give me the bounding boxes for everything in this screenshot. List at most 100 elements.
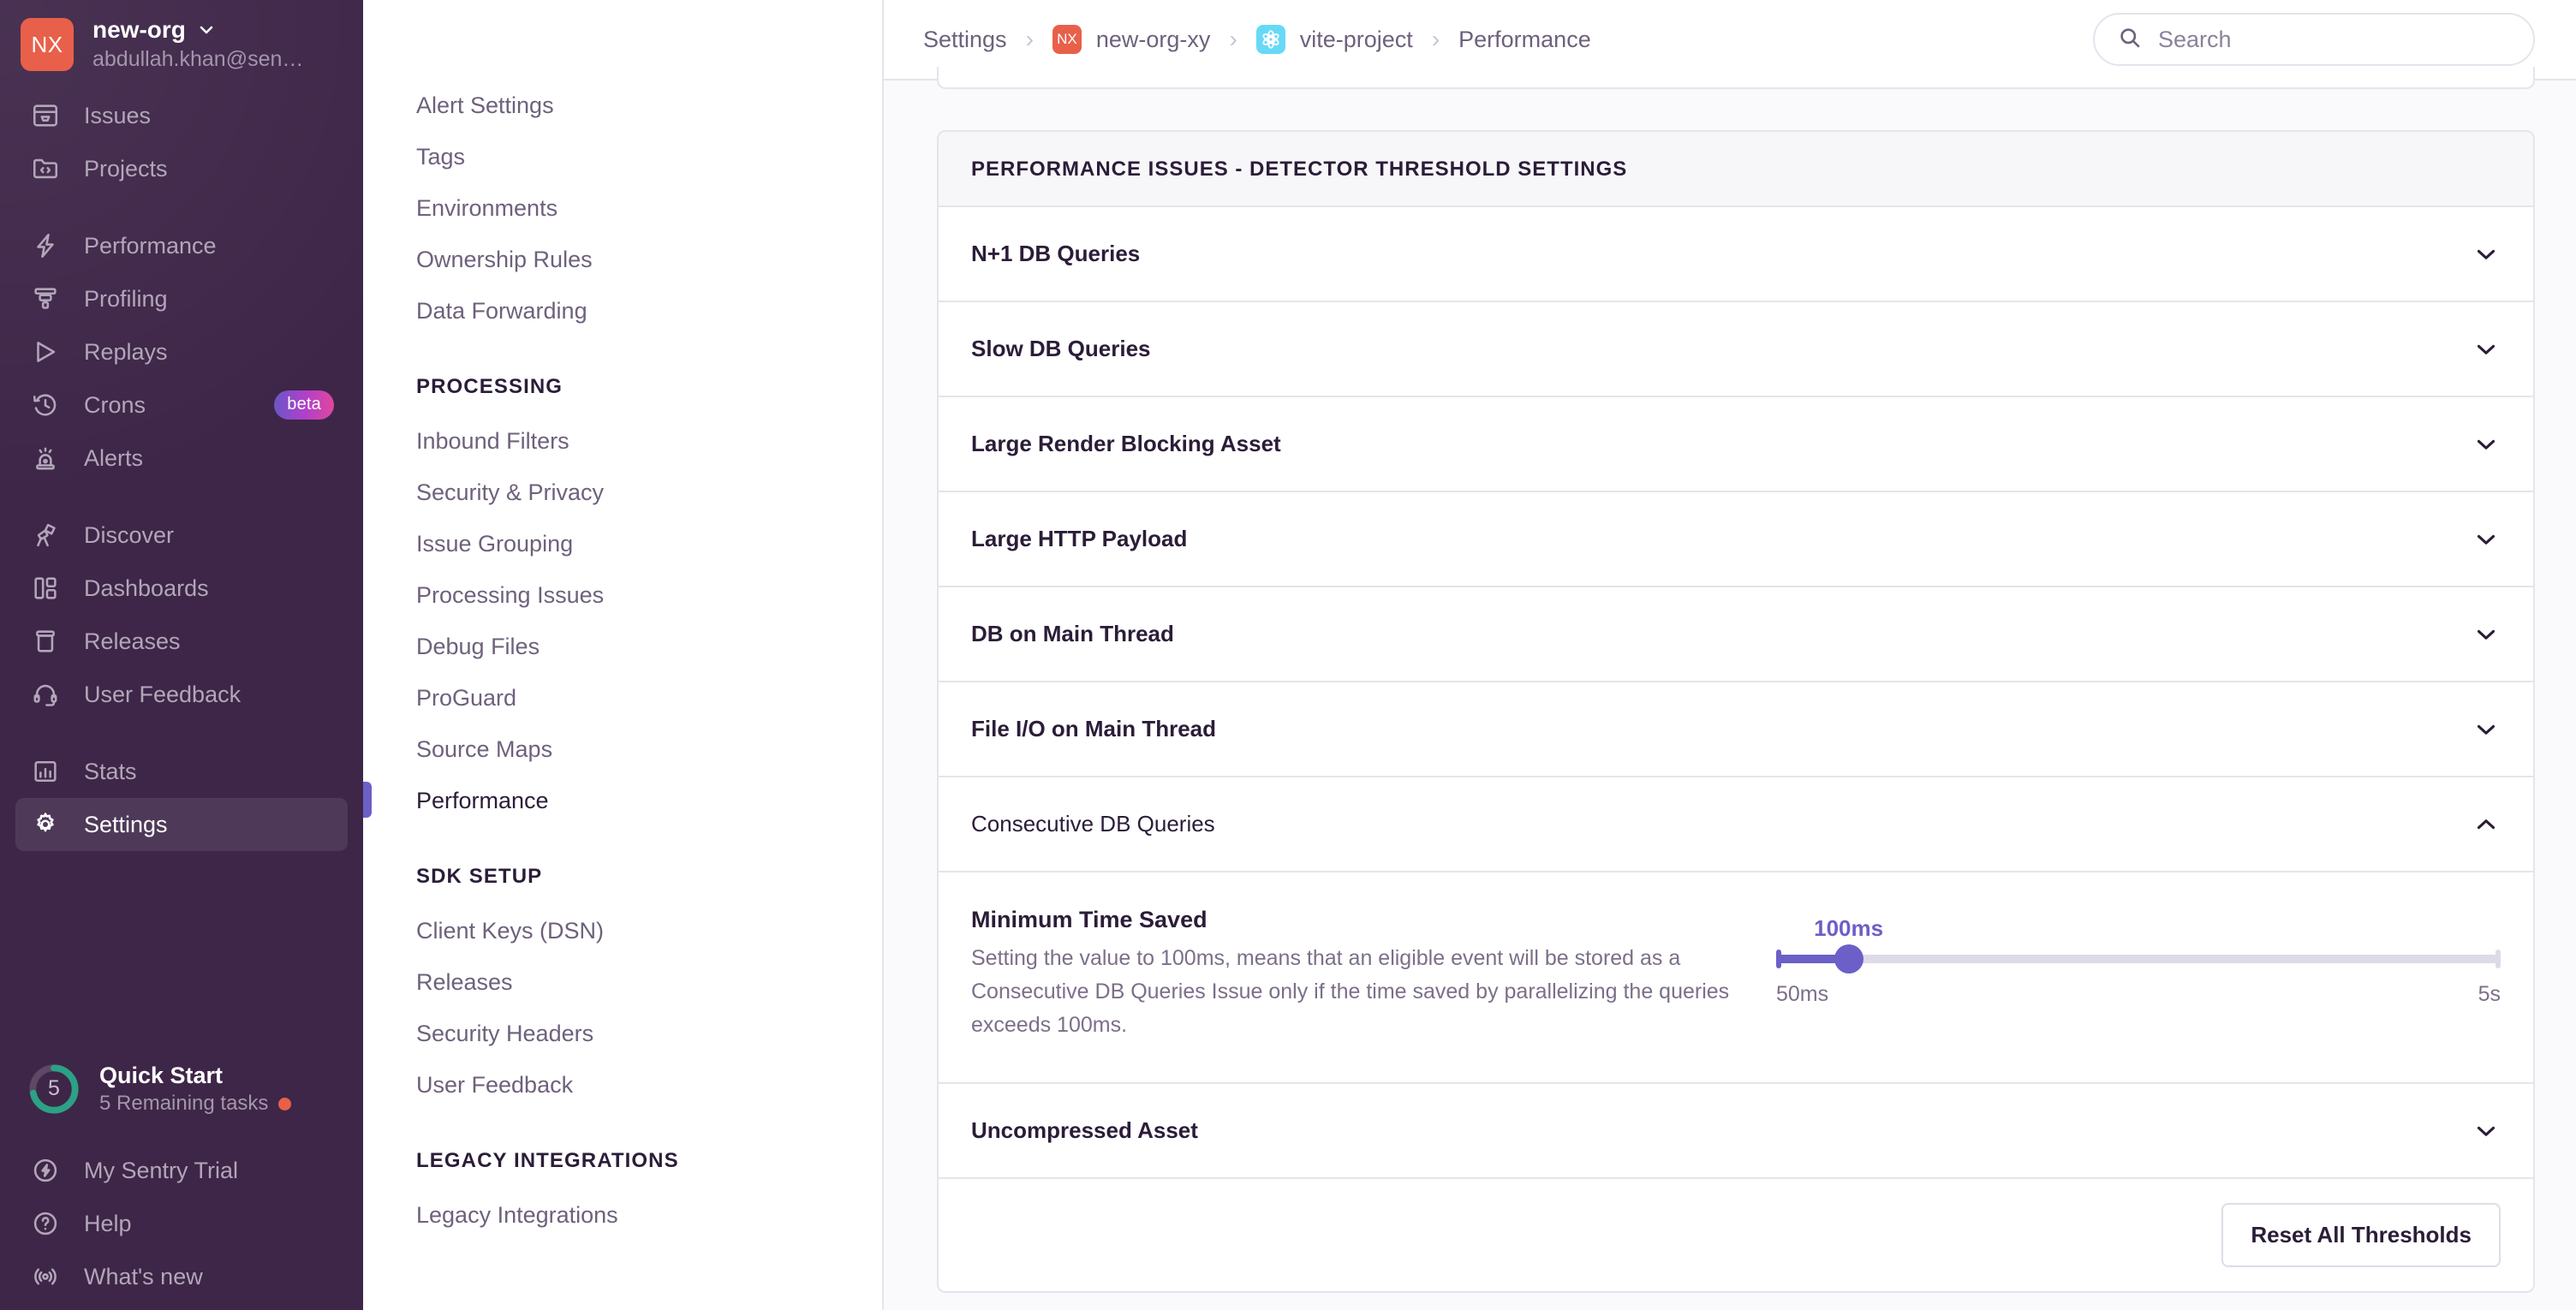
reset-all-thresholds-button[interactable]: Reset All Thresholds <box>2221 1203 2501 1268</box>
detector-label: Consecutive DB Queries <box>971 811 1215 837</box>
quick-start-widget[interactable]: 5 Quick Start 5 Remaining tasks <box>0 1053 363 1122</box>
sidebar-item-replays[interactable]: Replays <box>15 325 348 378</box>
detector-row-slow-db-queries[interactable]: Slow DB Queries <box>939 302 2533 397</box>
detector-row-file-io-on-main-thread[interactable]: File I/O on Main Thread <box>939 682 2533 777</box>
quick-start-title: Quick Start <box>99 1062 224 1088</box>
slider-thumb[interactable] <box>1834 944 1863 974</box>
progress-ring-value: 5 <box>48 1076 60 1101</box>
sidebar-item-my-sentry-trial[interactable]: My Sentry Trial <box>15 1144 348 1197</box>
sidebar-item-dashboards[interactable]: Dashboards <box>15 562 348 615</box>
sidebar-item-label: Dashboards <box>84 575 209 601</box>
slider-fill <box>1776 955 1849 963</box>
slider-track[interactable] <box>1776 944 2501 974</box>
question-circle-icon <box>29 1207 62 1240</box>
sidebar-item-help[interactable]: Help <box>15 1197 348 1250</box>
subnav-item-legacy-integrations[interactable]: Legacy Integrations <box>416 1202 618 1228</box>
issues-icon <box>29 99 62 132</box>
headset-icon <box>29 678 62 711</box>
settings-content: PERFORMANCE ISSUES - DETECTOR THRESHOLD … <box>884 67 2576 1294</box>
sidebar-item-stats[interactable]: Stats <box>15 745 348 798</box>
subnav-item-tags[interactable]: Tags <box>416 144 466 170</box>
subnav-item-releases[interactable]: Releases <box>416 969 513 995</box>
org-dropdown[interactable]: NX new-org abdullah.khan@sen… <box>0 0 363 89</box>
detector-row-uncompressed-asset[interactable]: Uncompressed Asset <box>939 1084 2533 1180</box>
subnav-item-client-keys[interactable]: Client Keys (DSN) <box>416 918 605 944</box>
subnav-item-data-forwarding[interactable]: Data Forwarding <box>416 298 587 324</box>
sidebar-item-projects[interactable]: Projects <box>15 142 348 195</box>
subnav-item-proguard[interactable]: ProGuard <box>416 685 517 711</box>
nav-group-primary: Issues Projects <box>0 89 363 195</box>
sidebar-item-issues[interactable]: Issues <box>15 89 348 142</box>
minimum-time-saved-slider[interactable]: 100ms 50ms 5s <box>1776 915 2501 1007</box>
detector-row-db-on-main-thread[interactable]: DB on Main Thread <box>939 587 2533 682</box>
subnav-heading-processing: PROCESSING <box>416 375 564 398</box>
sidebar-item-crons[interactable]: Crons beta <box>15 378 348 432</box>
broadcast-icon <box>29 1260 62 1293</box>
subnav-item-inbound-filters[interactable]: Inbound Filters <box>416 428 569 454</box>
subnav-item-user-feedback[interactable]: User Feedback <box>416 1072 574 1098</box>
search-box[interactable] <box>2093 13 2535 66</box>
quick-start-subtitle: 5 Remaining tasks <box>99 1092 269 1116</box>
breadcrumb-item-org[interactable]: NX new-org-xy <box>1052 25 1210 54</box>
chevron-down-icon[interactable] <box>2472 1116 2501 1146</box>
breadcrumb-item-settings[interactable]: Settings <box>923 27 1007 53</box>
subnav-item-ownership-rules[interactable]: Ownership Rules <box>416 247 593 272</box>
sidebar-item-discover[interactable]: Discover <box>15 509 348 562</box>
chevron-down-icon[interactable] <box>2472 335 2501 364</box>
detector-label: Uncompressed Asset <box>971 1117 1198 1144</box>
telescope-icon <box>29 519 62 551</box>
chevron-up-icon[interactable] <box>2472 810 2501 839</box>
status-badge: beta <box>274 390 334 420</box>
subnav-item-issue-grouping[interactable]: Issue Grouping <box>416 531 574 557</box>
subnav-item-alert-settings[interactable]: Alert Settings <box>416 92 554 118</box>
sidebar-item-label: Stats <box>84 758 137 784</box>
detector-row-n1-db-queries[interactable]: N+1 DB Queries <box>939 207 2533 302</box>
breadcrumb-item-project[interactable]: vite-project <box>1255 25 1413 54</box>
field-label: Minimum Time Saved <box>971 907 1208 932</box>
breadcrumb-label: Performance <box>1458 26 1591 52</box>
sidebar-item-user-feedback[interactable]: User Feedback <box>15 668 348 721</box>
sidebar-item-profiling[interactable]: Profiling <box>15 272 348 325</box>
subnav-item-processing-issues[interactable]: Processing Issues <box>416 582 605 608</box>
detector-label: Large HTTP Payload <box>971 526 1188 551</box>
chevron-down-icon[interactable] <box>2472 240 2501 269</box>
subnav-item-performance[interactable]: Performance <box>363 776 848 827</box>
nav-group-footer: My Sentry Trial Help What's new <box>0 1144 363 1303</box>
settings-subnav: Alert Settings Tags Environments Ownersh… <box>363 0 884 1310</box>
sidebar-item-label: User Feedback <box>84 681 242 707</box>
sidebar-item-label: Releases <box>84 628 181 654</box>
sidebar-item-releases[interactable]: Releases <box>15 615 348 668</box>
detector-row-large-render-blocking-asset[interactable]: Large Render Blocking Asset <box>939 397 2533 492</box>
sidebar-item-whats-new[interactable]: What's new <box>15 1250 348 1303</box>
subnav-item-debug-files[interactable]: Debug Files <box>416 634 540 659</box>
chevron-down-icon[interactable] <box>2472 525 2501 554</box>
detector-label: Slow DB Queries <box>971 336 1151 361</box>
detector-row-consecutive-db-queries[interactable]: Consecutive DB Queries <box>939 777 2533 872</box>
sidebar-item-label: What's new <box>84 1263 203 1289</box>
sidebar-item-performance[interactable]: Performance <box>15 219 348 272</box>
sidebar-item-label: Help <box>84 1210 132 1236</box>
chevron-down-icon[interactable] <box>2472 620 2501 649</box>
subnav-item-security-privacy[interactable]: Security & Privacy <box>416 479 605 505</box>
previous-panel-partial <box>937 67 2535 89</box>
sidebar-item-settings[interactable]: Settings <box>15 798 348 851</box>
nav-group-monitoring: Performance Profiling Replays Crons bet <box>0 219 363 485</box>
org-user-email: abdullah.khan@sen… <box>92 46 304 71</box>
sidebar-spacer <box>0 851 363 1053</box>
nav-group-insights: Discover Dashboards Releases User Feedba… <box>0 509 363 721</box>
chevron-down-icon[interactable] <box>2472 430 2501 459</box>
slider-max-label: 5s <box>2478 982 2501 1006</box>
subnav-item-environments[interactable]: Environments <box>416 195 558 221</box>
breadcrumb-separator: › <box>1025 26 1034 52</box>
detector-label: File I/O on Main Thread <box>971 716 1217 741</box>
subnav-item-security-headers[interactable]: Security Headers <box>416 1021 594 1046</box>
chevron-down-icon[interactable] <box>2472 715 2501 744</box>
slider-max-tick <box>2496 950 2501 968</box>
breadcrumb-item-performance[interactable]: Performance <box>1458 27 1591 53</box>
sidebar-item-alerts[interactable]: Alerts <box>15 432 348 485</box>
detector-row-large-http-payload[interactable]: Large HTTP Payload <box>939 492 2533 587</box>
sidebar-item-label: Crons <box>84 391 146 418</box>
projects-icon <box>29 152 62 185</box>
search-input[interactable] <box>2158 26 2511 53</box>
subnav-item-source-maps[interactable]: Source Maps <box>416 736 553 762</box>
